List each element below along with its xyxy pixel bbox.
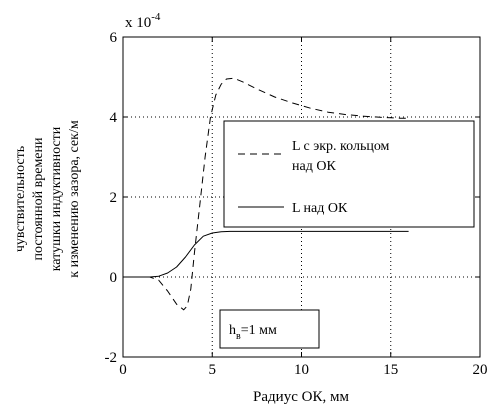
annotation-text: hв=1 мм [229, 323, 277, 342]
series-layer [123, 77, 409, 311]
legend-entry-dashed-line-1: L с экр. кольцом [292, 139, 390, 154]
y-axis-label-line-1: чувствительность [13, 146, 28, 252]
y-tick-label: 2 [110, 190, 118, 206]
annotation-rest: =1 мм [241, 323, 277, 338]
x-tick-label: 15 [383, 362, 398, 378]
x-tick-label: 10 [294, 362, 309, 378]
x-tick-label: 20 [473, 362, 488, 378]
y-axis-label: чувствительность постоянной времени кату… [13, 120, 82, 278]
x-tick-label: 5 [209, 362, 217, 378]
series-line-dashed [123, 77, 409, 311]
y-tick-label: 4 [110, 110, 118, 126]
y-multiplier-exp: -4 [151, 11, 161, 23]
annotation-box [219, 309, 320, 349]
annotation-subscript: в [236, 331, 241, 342]
legend-box [223, 120, 475, 228]
x-tick-label: 0 [119, 362, 127, 378]
legend-entry-solid: L над ОК [292, 201, 348, 216]
y-tick-label: 0 [110, 270, 118, 286]
legend-entry-dashed-line-2: над ОК [292, 159, 336, 174]
y-tick-label: 6 [110, 30, 118, 46]
y-axis-label-line-4: к изменению зазора, сек/м [67, 120, 82, 278]
y-tick-label: -2 [105, 350, 118, 366]
x-axis-label: Радиус ОК, мм [253, 389, 349, 405]
y-axis-label-line-2: постоянной времени [31, 137, 46, 261]
legend: L с экр. кольцом над ОК L над ОК [223, 120, 475, 228]
y-multiplier: x 10-4 [125, 11, 161, 31]
series-line-solid [123, 230, 409, 278]
plot-frame [122, 36, 481, 358]
annotation: hв=1 мм [219, 309, 320, 349]
y-axis-label-line-3: катушки индуктивности [49, 126, 64, 271]
